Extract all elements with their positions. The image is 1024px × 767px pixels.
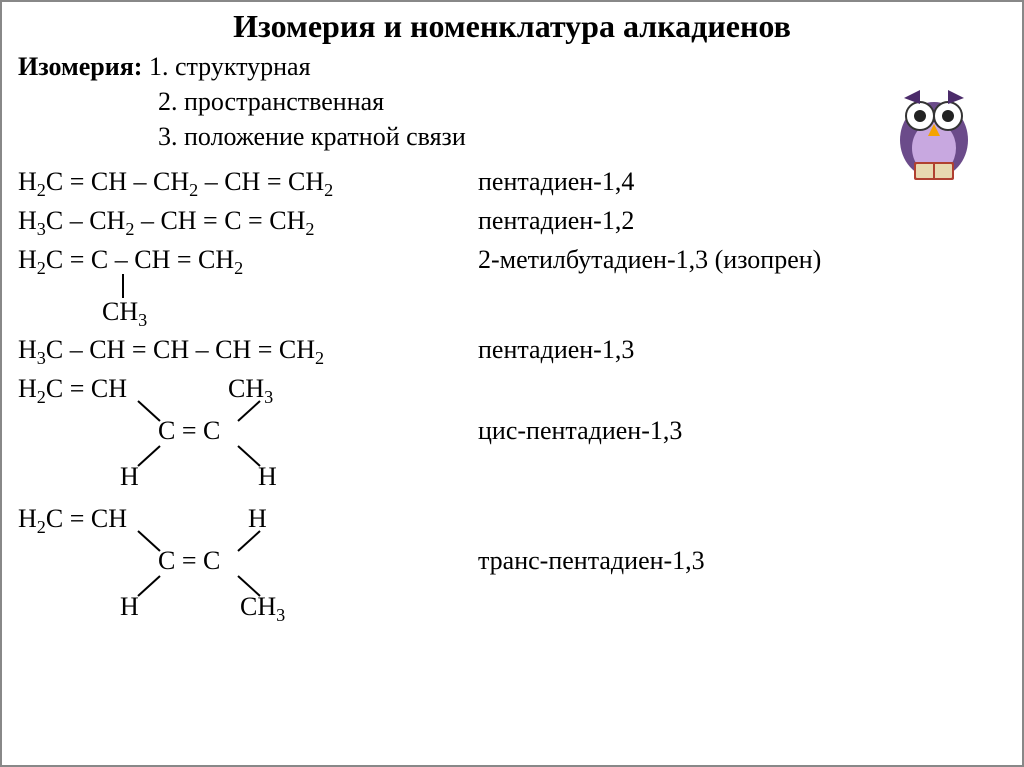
isomerism-label: Изомерия: bbox=[18, 52, 142, 81]
cis-top-left: H2C = CH bbox=[18, 371, 127, 410]
compound-row-6: H2C = CH H C = C H CH3 транс-пентадиен-1… bbox=[18, 501, 1006, 631]
owl-icon bbox=[874, 70, 994, 190]
formula-6: H2C = CH H C = C H CH3 bbox=[18, 501, 478, 631]
name-6: транс-пентадиен-1,3 bbox=[478, 501, 1006, 578]
formula-2: H3C – CH2 – CH = C = CH2 bbox=[18, 203, 478, 242]
content-block: Изомерия: 1. структурная 2. пространстве… bbox=[2, 49, 1022, 631]
formula-5: H2C = CH CH3 C = C H H bbox=[18, 371, 478, 501]
trans-top-left: H2C = CH bbox=[18, 501, 127, 540]
isomerism-line: Изомерия: 1. структурная bbox=[18, 49, 1006, 84]
compound-row-3: H2C = C – CH = CH2 CH3 2-метилбутадиен-1… bbox=[18, 242, 1006, 332]
cis-bot-left: H bbox=[120, 459, 139, 494]
name-2: пентадиен-1,2 bbox=[478, 203, 1006, 238]
compound-row-4: H3C – CH = CH – CH = CH2 пентадиен-1,3 bbox=[18, 332, 1006, 371]
name-3: 2-метилбутадиен-1,3 (изопрен) bbox=[478, 242, 1006, 277]
name-4: пентадиен-1,3 bbox=[478, 332, 1006, 367]
compound-row-5: H2C = CH CH3 C = C H H цис-пентадиен-1,3 bbox=[18, 371, 1006, 501]
formula-3-main: H2C = C – CH = CH2 bbox=[18, 242, 243, 281]
formula-3-branch: CH3 bbox=[102, 294, 147, 333]
page-title: Изомерия и номенклатура алкадиенов bbox=[2, 8, 1022, 45]
trans-bot-left: H bbox=[120, 589, 139, 624]
compound-row-1: H2C = CH – CH2 – CH = CH2 пентадиен-1,4 bbox=[18, 164, 1006, 203]
isomerism-item-1: 1. структурная bbox=[149, 52, 311, 81]
cis-bot-right: H bbox=[258, 459, 277, 494]
trans-bot-right: CH3 bbox=[240, 589, 285, 628]
formula-4: H3C – CH = CH – CH = CH2 bbox=[18, 332, 478, 371]
name-5: цис-пентадиен-1,3 bbox=[478, 371, 1006, 448]
isomerism-item-3: 3. положение кратной связи bbox=[18, 119, 1006, 154]
isomerism-item-2: 2. пространственная bbox=[18, 84, 1006, 119]
compound-row-2: H3C – CH2 – CH = C = CH2 пентадиен-1,2 bbox=[18, 203, 1006, 242]
formula-3: H2C = C – CH = CH2 CH3 bbox=[18, 242, 478, 332]
formula-1: H2C = CH – CH2 – CH = CH2 bbox=[18, 164, 478, 203]
